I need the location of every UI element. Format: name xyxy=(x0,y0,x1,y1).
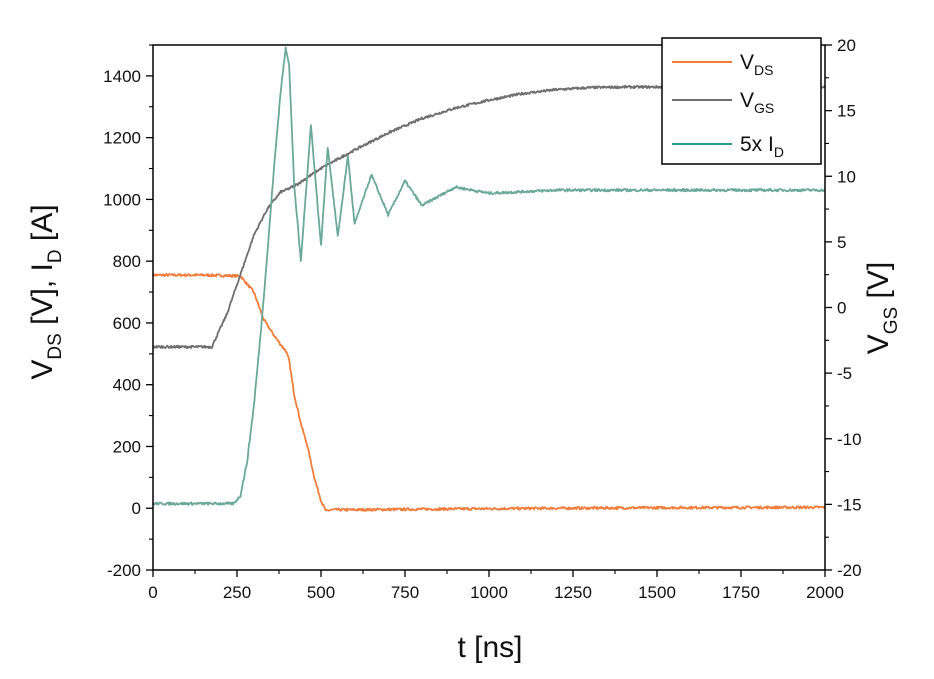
left-y-tick-label: 1000 xyxy=(103,190,141,209)
x-tick-label: 1750 xyxy=(722,583,760,602)
legend-label-vgs-sub: GS xyxy=(754,100,774,116)
left-axis-title-mid: [V], I xyxy=(26,263,59,333)
legend-label-vds: VDS xyxy=(740,51,773,78)
right-axis-title: VGS [V] xyxy=(862,262,902,354)
right-axis-title-sub: GS xyxy=(881,307,902,334)
left-y-tick-label: 1200 xyxy=(103,129,141,148)
right-y-tick-label: -5 xyxy=(837,364,852,383)
right-y-tick-label: -10 xyxy=(837,430,862,449)
left-y-tick-label: 0 xyxy=(132,499,141,518)
x-tick-label: 2000 xyxy=(806,583,844,602)
x-axis-title: t [ns] xyxy=(457,631,522,664)
left-y-tick-label: 800 xyxy=(113,252,141,271)
x-tick-label: 0 xyxy=(148,583,157,602)
right-axis-title-main: V xyxy=(862,334,895,354)
legend-label-vds-sub: DS xyxy=(754,62,773,78)
left-y-tick-label: 1400 xyxy=(103,67,141,86)
right-y-tick-label: 5 xyxy=(837,233,846,252)
right-axis-title-tail: [V] xyxy=(862,262,895,307)
x-tick-label: 250 xyxy=(223,583,251,602)
legend-label-vgs: VGS xyxy=(740,89,774,116)
right-y-tick-label: 15 xyxy=(837,102,856,121)
series-line-vds xyxy=(152,273,826,512)
legend-label-id-sub: D xyxy=(774,144,784,160)
left-axis-title-main1: V xyxy=(26,360,59,380)
right-y-tick-label: 0 xyxy=(837,299,846,318)
left-y-tick-label: 600 xyxy=(113,314,141,333)
legend: VDS VGS 5x ID xyxy=(661,37,822,165)
left-axis-title-sub2: D xyxy=(45,249,66,263)
left-axis-title-sub1: DS xyxy=(45,333,66,359)
x-tick-label: 750 xyxy=(391,583,419,602)
right-y-tick-label: -15 xyxy=(837,495,862,514)
legend-label-vgs-main: V xyxy=(740,89,754,112)
legend-label-vds-main: V xyxy=(740,51,754,74)
left-axis-title-tail: [A] xyxy=(26,204,59,249)
left-y-tick-label: 400 xyxy=(113,376,141,395)
right-y-tick-label: 20 xyxy=(837,36,856,55)
right-y-tick-label: 10 xyxy=(837,167,856,186)
left-y-tick-label: 200 xyxy=(113,437,141,456)
x-tick-label: 500 xyxy=(307,583,335,602)
left-axis-title: VDS [V], ID [A] xyxy=(26,204,66,379)
left-y-tick-label: -200 xyxy=(107,561,141,580)
legend-label-id: 5x ID xyxy=(740,133,784,160)
series-line-id xyxy=(152,46,826,506)
x-tick-label: 1250 xyxy=(554,583,592,602)
x-tick-label: 1000 xyxy=(470,583,508,602)
x-tick-label: 1500 xyxy=(638,583,676,602)
legend-label-id-main: 5x I xyxy=(740,133,774,156)
right-y-tick-label: -20 xyxy=(837,561,862,580)
ticks-layer: 0 250 500 750 1000 1250 1500 1750 2000-200020040… xyxy=(103,36,861,602)
